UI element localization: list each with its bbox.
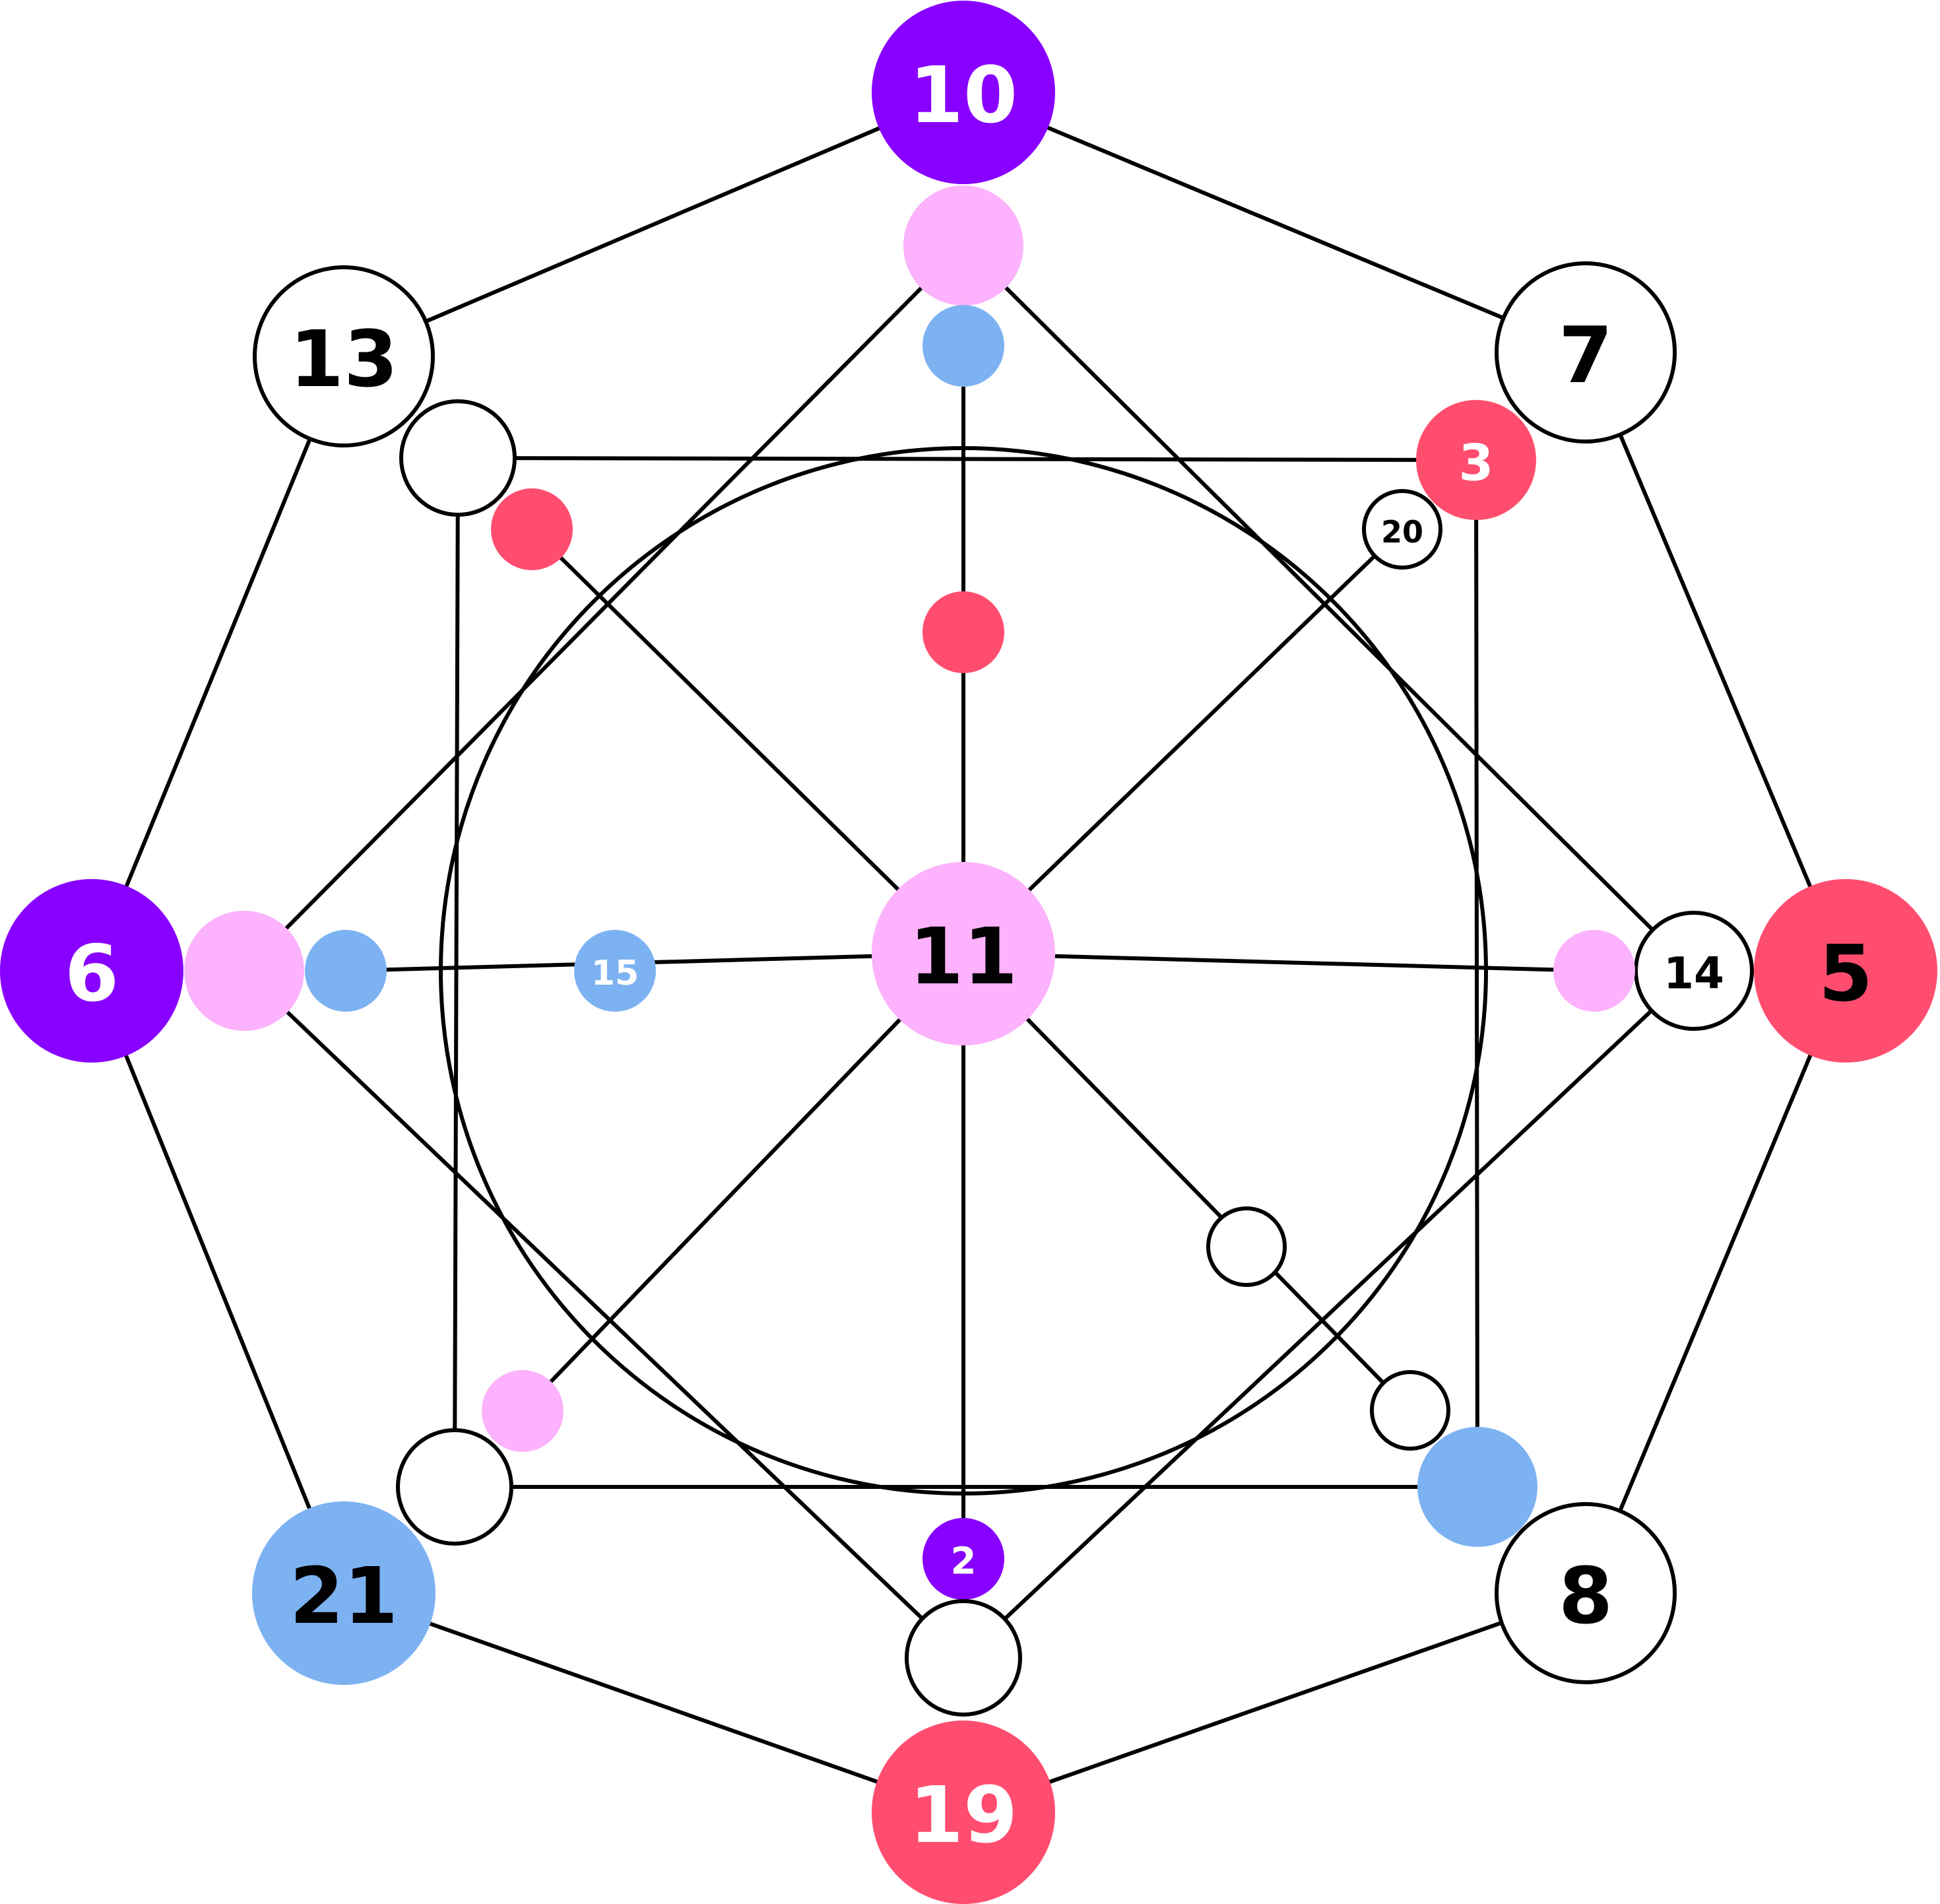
edge-n3-square-br [1474,459,1479,1488]
node-label: 6 [65,928,119,1019]
node-bottom-white [905,1599,1022,1717]
node-circle [872,862,1055,1045]
node-square-tl [399,399,517,517]
node-circle [253,265,435,447]
edge-top-pink-left-pink [242,244,965,973]
node-circle [922,591,1004,673]
node-circle [252,1501,436,1685]
node-circle [184,911,304,1031]
node-circle [922,305,1004,387]
edge-n11-lower-right-white-2 [961,952,1412,1412]
node-top-pink [903,185,1023,306]
node-left-pink [184,911,304,1031]
node-circle [0,879,183,1063]
node-n3: 3 [1416,400,1536,520]
node-label: 19 [909,1769,1018,1860]
node-square-bl [396,1428,513,1546]
node-n14: 14 [1634,911,1754,1031]
node-circle [1417,1427,1537,1547]
node-label: 8 [1559,1550,1613,1641]
node-right-pink [1553,930,1635,1012]
node-label: 21 [290,1550,398,1641]
edge-bottom-white-n14 [961,969,1696,1660]
node-n8: 8 [1495,1502,1677,1684]
edge-n14-top-pink [961,244,1696,973]
edge-square-tl-n3 [457,456,1477,462]
node-top-blue [922,305,1004,387]
node-circle [574,930,656,1012]
node-left-blue [305,930,387,1012]
edge-n13-n10 [342,90,965,358]
edge-n10-n7 [962,90,1587,354]
edge-square-bl-square-tl [453,457,460,1488]
node-label: 13 [290,313,398,405]
ring-layer [439,446,1488,1495]
node-circle [1370,1370,1450,1451]
node-top-inner-red [922,591,1004,673]
node-circle [922,1518,1004,1600]
node-n19: 19 [872,1721,1055,1904]
node-circle [1754,879,1937,1063]
edge-left-pink-bottom-white [242,969,965,1660]
edge-n6-n13 [90,355,346,972]
node-circle [396,1428,513,1546]
node-label: 15 [591,954,639,993]
edge-n5-n8 [1584,969,1848,1594]
edge-n8-n19 [963,1591,1586,1814]
edge-n11-right-pink [963,952,1595,973]
node-n10: 10 [872,1,1055,184]
node-lower-right-white-2 [1370,1370,1450,1451]
node-label: 14 [1664,948,1724,999]
node-square-br [1417,1427,1537,1547]
node-circle [1495,261,1677,443]
node-label: 7 [1559,310,1613,401]
node-circle [1206,1206,1287,1287]
node-n11: 11 [872,862,1055,1045]
edge-n11-lower-left-pink [521,952,965,1413]
node-circle [1362,489,1442,570]
node-circle [1553,930,1635,1012]
edge-n11-upper-left-red [530,527,965,956]
node-circle [872,1,1055,184]
node-circle [1634,911,1754,1031]
node-n7: 7 [1495,261,1677,443]
node-label: 2 [951,1540,977,1583]
node-circle [1416,400,1536,520]
node-upper-left-red [491,488,573,570]
node-n21: 21 [252,1501,436,1685]
node-n5: 5 [1754,879,1937,1063]
node-n13: 13 [253,265,435,447]
node-circle [399,399,517,517]
node-circle [491,488,573,570]
node-label: 5 [1819,928,1873,1019]
node-circle [1495,1502,1677,1684]
node-lower-right-white-1 [1206,1206,1287,1287]
node-circle [482,1370,564,1452]
node-n6: 6 [0,879,183,1063]
node-n20: 20 [1362,489,1442,570]
node-label: 3 [1459,434,1494,492]
edge-n7-n5 [1584,351,1848,972]
node-circle [872,1721,1055,1904]
node-lower-left-pink [482,1370,564,1452]
node-label: 11 [909,911,1018,1002]
node-n15: 15 [574,930,656,1012]
node-n2: 2 [922,1518,1004,1600]
node-label: 20 [1381,514,1423,550]
node-circle [905,1599,1022,1717]
edge-n21-n6 [90,969,346,1594]
node-circle [305,930,387,1012]
edge-n19-n21 [342,1591,965,1814]
node-circle [903,185,1023,306]
node-label: 10 [909,49,1018,141]
central-ring [439,446,1488,1495]
